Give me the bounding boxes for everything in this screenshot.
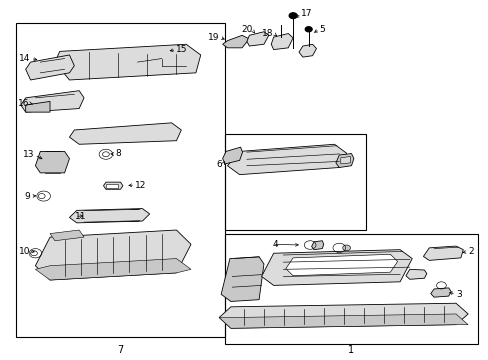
Polygon shape <box>222 147 242 164</box>
Polygon shape <box>335 154 353 167</box>
Polygon shape <box>311 241 323 249</box>
Text: 1: 1 <box>347 345 354 355</box>
Text: 19: 19 <box>208 33 219 42</box>
Text: 16: 16 <box>18 99 30 108</box>
Polygon shape <box>423 246 462 260</box>
Polygon shape <box>271 33 292 50</box>
Circle shape <box>305 27 311 32</box>
Polygon shape <box>26 55 74 80</box>
Polygon shape <box>50 230 84 241</box>
Polygon shape <box>69 208 149 223</box>
Polygon shape <box>340 157 350 164</box>
Bar <box>224 134 366 230</box>
Text: 17: 17 <box>301 9 312 18</box>
Polygon shape <box>405 269 426 279</box>
Bar <box>16 23 224 337</box>
Text: 10: 10 <box>19 247 30 256</box>
Circle shape <box>288 13 296 18</box>
Polygon shape <box>430 288 450 297</box>
Text: 12: 12 <box>135 180 146 189</box>
Polygon shape <box>35 258 191 280</box>
Polygon shape <box>103 182 122 189</box>
Circle shape <box>342 245 350 251</box>
Polygon shape <box>106 184 118 188</box>
Polygon shape <box>219 303 467 328</box>
Polygon shape <box>298 44 316 57</box>
Polygon shape <box>261 249 411 285</box>
Bar <box>224 234 477 344</box>
Text: 8: 8 <box>116 149 121 158</box>
Text: 4: 4 <box>272 240 278 249</box>
Polygon shape <box>55 44 201 80</box>
Text: 5: 5 <box>319 25 325 34</box>
Polygon shape <box>246 32 268 46</box>
Text: 6: 6 <box>216 161 222 170</box>
Polygon shape <box>263 267 295 279</box>
Polygon shape <box>35 152 69 173</box>
Text: 11: 11 <box>75 212 86 221</box>
Polygon shape <box>35 230 191 280</box>
Polygon shape <box>21 91 84 112</box>
Polygon shape <box>227 144 346 175</box>
Text: 20: 20 <box>241 26 252 35</box>
Polygon shape <box>69 123 181 144</box>
Text: 2: 2 <box>467 247 473 256</box>
Text: 3: 3 <box>455 290 461 299</box>
Polygon shape <box>285 254 397 276</box>
Polygon shape <box>221 257 264 301</box>
Polygon shape <box>219 314 467 328</box>
Text: 13: 13 <box>23 150 34 159</box>
Text: 14: 14 <box>19 54 30 63</box>
Polygon shape <box>26 102 50 112</box>
Text: 9: 9 <box>25 192 30 201</box>
Text: 15: 15 <box>176 45 187 54</box>
Polygon shape <box>222 35 249 48</box>
Text: 7: 7 <box>117 345 123 355</box>
Text: 18: 18 <box>262 29 273 38</box>
